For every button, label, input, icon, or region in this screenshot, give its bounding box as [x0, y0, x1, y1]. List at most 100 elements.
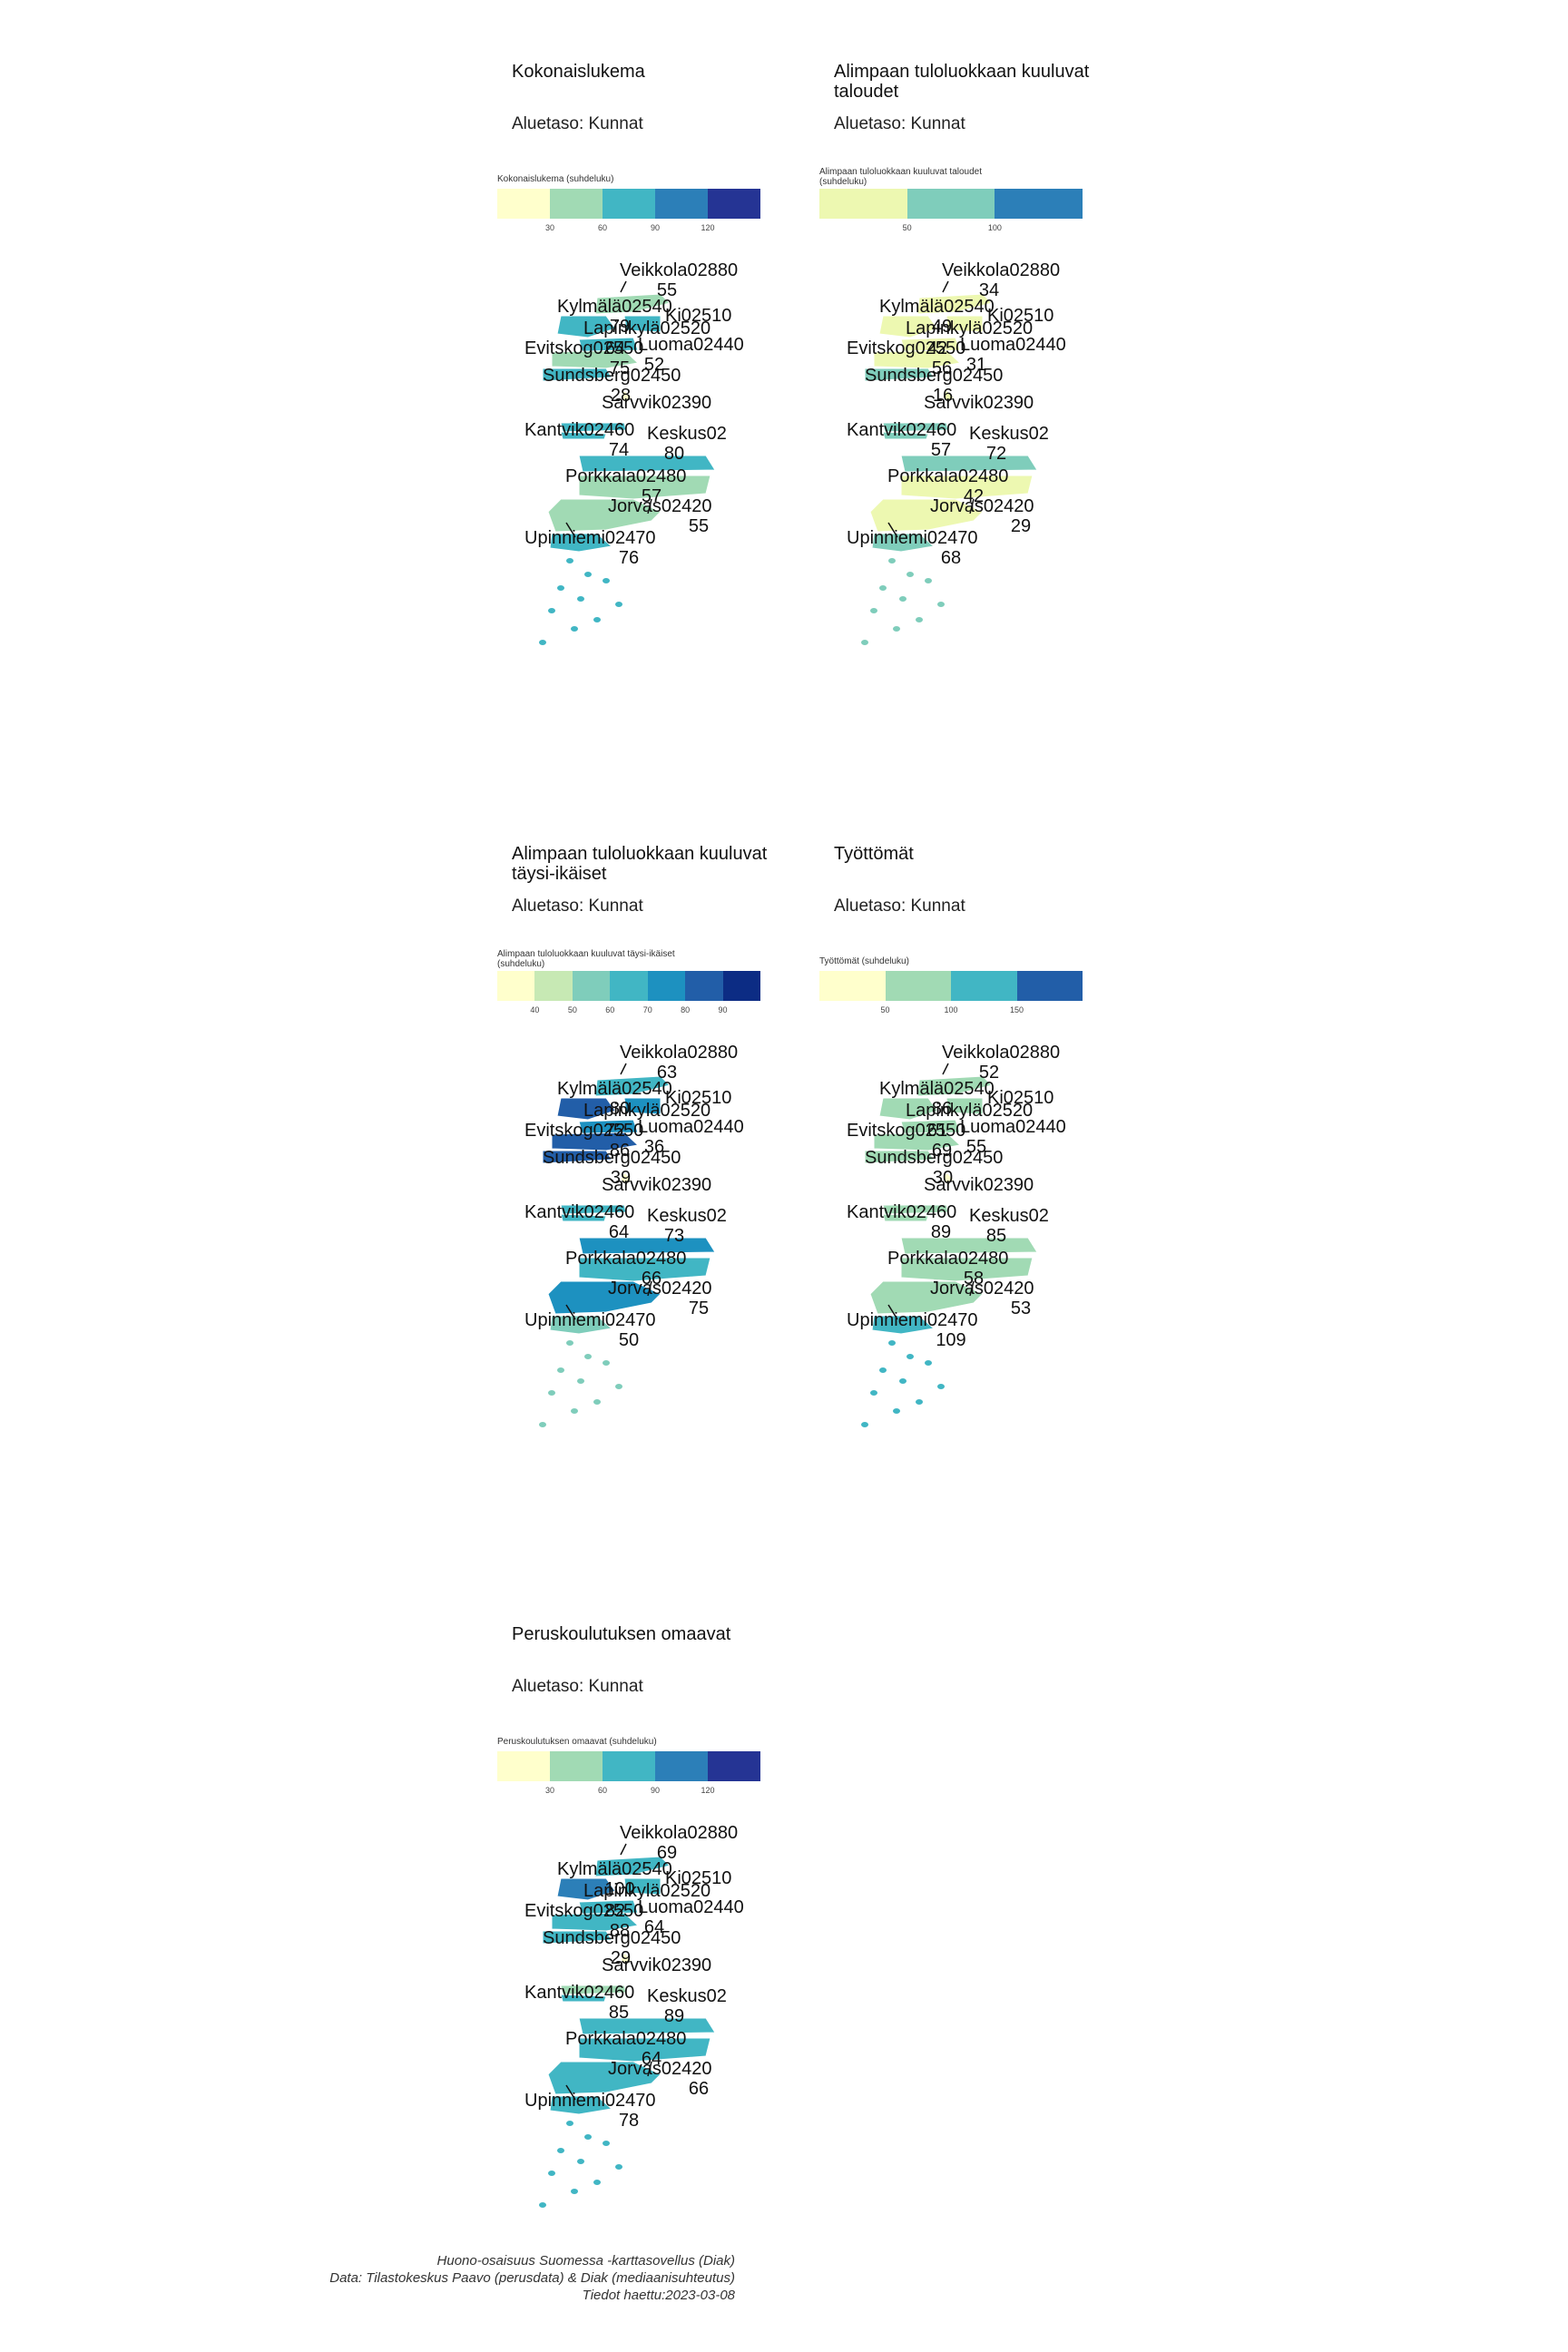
area-lapinkyla[interactable] [900, 1119, 961, 1135]
caption-line-data: Data: Tilastokeskus Paavo (perusdata) & … [329, 2270, 735, 2286]
area-value-label: 88 [609, 1921, 631, 1941]
leader-line [887, 522, 898, 538]
area-porkkala[interactable] [578, 2037, 711, 2063]
area-name-label: Kantvik02460 [524, 420, 635, 440]
area-sarvvik[interactable] [882, 422, 949, 433]
area-upinniemi[interactable] [549, 533, 613, 553]
legend-color-bar [497, 189, 760, 219]
islet [899, 596, 906, 602]
islet [879, 585, 887, 591]
area-value-label: 53 [1010, 1298, 1032, 1318]
area-name-label: Jorvas02420 [930, 496, 1034, 516]
legend-tick-label: 90 [650, 1786, 661, 1795]
area-luoma[interactable] [551, 349, 640, 369]
leader-line [969, 1280, 975, 1297]
area-value-label: 100 [604, 1879, 635, 1899]
area-evitskog[interactable] [542, 1930, 612, 1945]
area-lapinkyla[interactable] [900, 337, 961, 353]
islet [593, 1399, 601, 1405]
area-ki[interactable] [623, 315, 662, 333]
area-evitskog[interactable] [864, 1150, 935, 1164]
area-porkkala[interactable] [900, 1257, 1034, 1282]
area-porkkala[interactable] [900, 475, 1034, 500]
area-upinniemi[interactable] [871, 1315, 936, 1335]
area-lapinkyla[interactable] [578, 337, 639, 353]
area-sundsberg[interactable] [942, 1171, 955, 1186]
area-sarvvik[interactable] [560, 1204, 627, 1215]
area-upinniemi[interactable] [549, 1315, 613, 1335]
legend-color-bar [819, 971, 1083, 1001]
area-sarvvik[interactable] [560, 422, 627, 433]
area-jorvas[interactable] [869, 498, 984, 533]
area-ki[interactable] [623, 1097, 662, 1115]
area-luoma[interactable] [551, 1912, 640, 1932]
area-name-label: Keskus02 [969, 1206, 1049, 1226]
area-sarvvik[interactable] [882, 1204, 949, 1215]
area-evitskog[interactable] [542, 1150, 612, 1164]
area-evitskog[interactable] [542, 368, 612, 382]
area-name-label: Porkkala02480 [887, 1249, 1009, 1269]
area-keskus[interactable] [578, 2017, 716, 2035]
area-ki[interactable] [946, 1097, 984, 1115]
legend-tick-label: 60 [597, 223, 608, 232]
area-luoma[interactable] [873, 1132, 962, 1152]
area-kantvik[interactable] [882, 431, 929, 440]
area-upinniemi[interactable] [871, 533, 936, 553]
islet [879, 1367, 887, 1373]
map-panel: Alimpaan tuloluokkaan kuuluvat täysi-ikä… [497, 844, 824, 1497]
area-kylmala[interactable] [556, 315, 616, 338]
area-kantvik[interactable] [560, 1213, 607, 1222]
legend-tick-label: 30 [544, 1786, 555, 1795]
area-jorvas[interactable] [547, 1280, 662, 1315]
area-porkkala[interactable] [578, 475, 711, 500]
area-ki[interactable] [946, 315, 984, 333]
area-veikkola[interactable] [916, 293, 993, 315]
choropleth-map: Veikkola02880 63 Kylmälä02540 80 Ki02510 Lapi… [524, 1044, 788, 1461]
area-luoma[interactable] [873, 349, 962, 369]
area-sundsberg[interactable] [620, 1171, 632, 1186]
area-keskus[interactable] [900, 455, 1038, 473]
area-veikkola[interactable] [916, 1075, 993, 1097]
area-evitskog[interactable] [864, 368, 935, 382]
area-lapinkyla[interactable] [578, 1899, 639, 1916]
area-ki[interactable] [623, 1877, 662, 1896]
area-kantvik[interactable] [560, 1994, 607, 2003]
caption-line-date: Tiedot haettu:2023-03-08 [582, 2288, 735, 2303]
area-upinniemi[interactable] [549, 2095, 613, 2115]
legend-swatch [685, 971, 723, 1001]
area-kantvik[interactable] [882, 1213, 929, 1222]
area-sundsberg[interactable] [942, 389, 955, 404]
area-veikkola[interactable] [594, 293, 671, 315]
area-kylmala[interactable] [878, 315, 938, 338]
area-jorvas[interactable] [869, 1280, 984, 1315]
area-keskus[interactable] [900, 1237, 1038, 1255]
islet [893, 626, 900, 632]
area-kylmala[interactable] [556, 1877, 616, 1901]
area-lapinkyla[interactable] [578, 1119, 639, 1135]
legend-ticks: 50 100 150 [819, 1005, 1083, 1016]
area-kylmala[interactable] [878, 1097, 938, 1121]
area-name-label: Upinniemi02470 [524, 2091, 656, 2111]
area-keskus[interactable] [578, 455, 716, 473]
area-sundsberg[interactable] [620, 1952, 632, 1966]
area-name-label: Jorvas02420 [608, 2059, 712, 2079]
islet [584, 2134, 592, 2140]
legend-tick-label: 40 [530, 1005, 540, 1014]
area-jorvas[interactable] [547, 2061, 662, 2095]
area-name-label: Upinniemi02470 [524, 1310, 656, 1330]
area-porkkala[interactable] [578, 1257, 711, 1282]
area-veikkola[interactable] [594, 1075, 671, 1097]
area-sarvvik[interactable] [560, 1984, 627, 1995]
area-jorvas[interactable] [547, 498, 662, 533]
area-value-label: 66 [641, 1269, 662, 1289]
area-value-label: 89 [930, 1222, 952, 1242]
area-kylmala[interactable] [556, 1097, 616, 1121]
area-sundsberg[interactable] [620, 389, 632, 404]
area-luoma[interactable] [551, 1132, 640, 1152]
area-keskus[interactable] [578, 1237, 716, 1255]
islet [571, 2189, 578, 2194]
area-kantvik[interactable] [560, 431, 607, 440]
islet [916, 1399, 923, 1405]
islet [539, 2202, 546, 2208]
area-veikkola[interactable] [594, 1856, 671, 1877]
